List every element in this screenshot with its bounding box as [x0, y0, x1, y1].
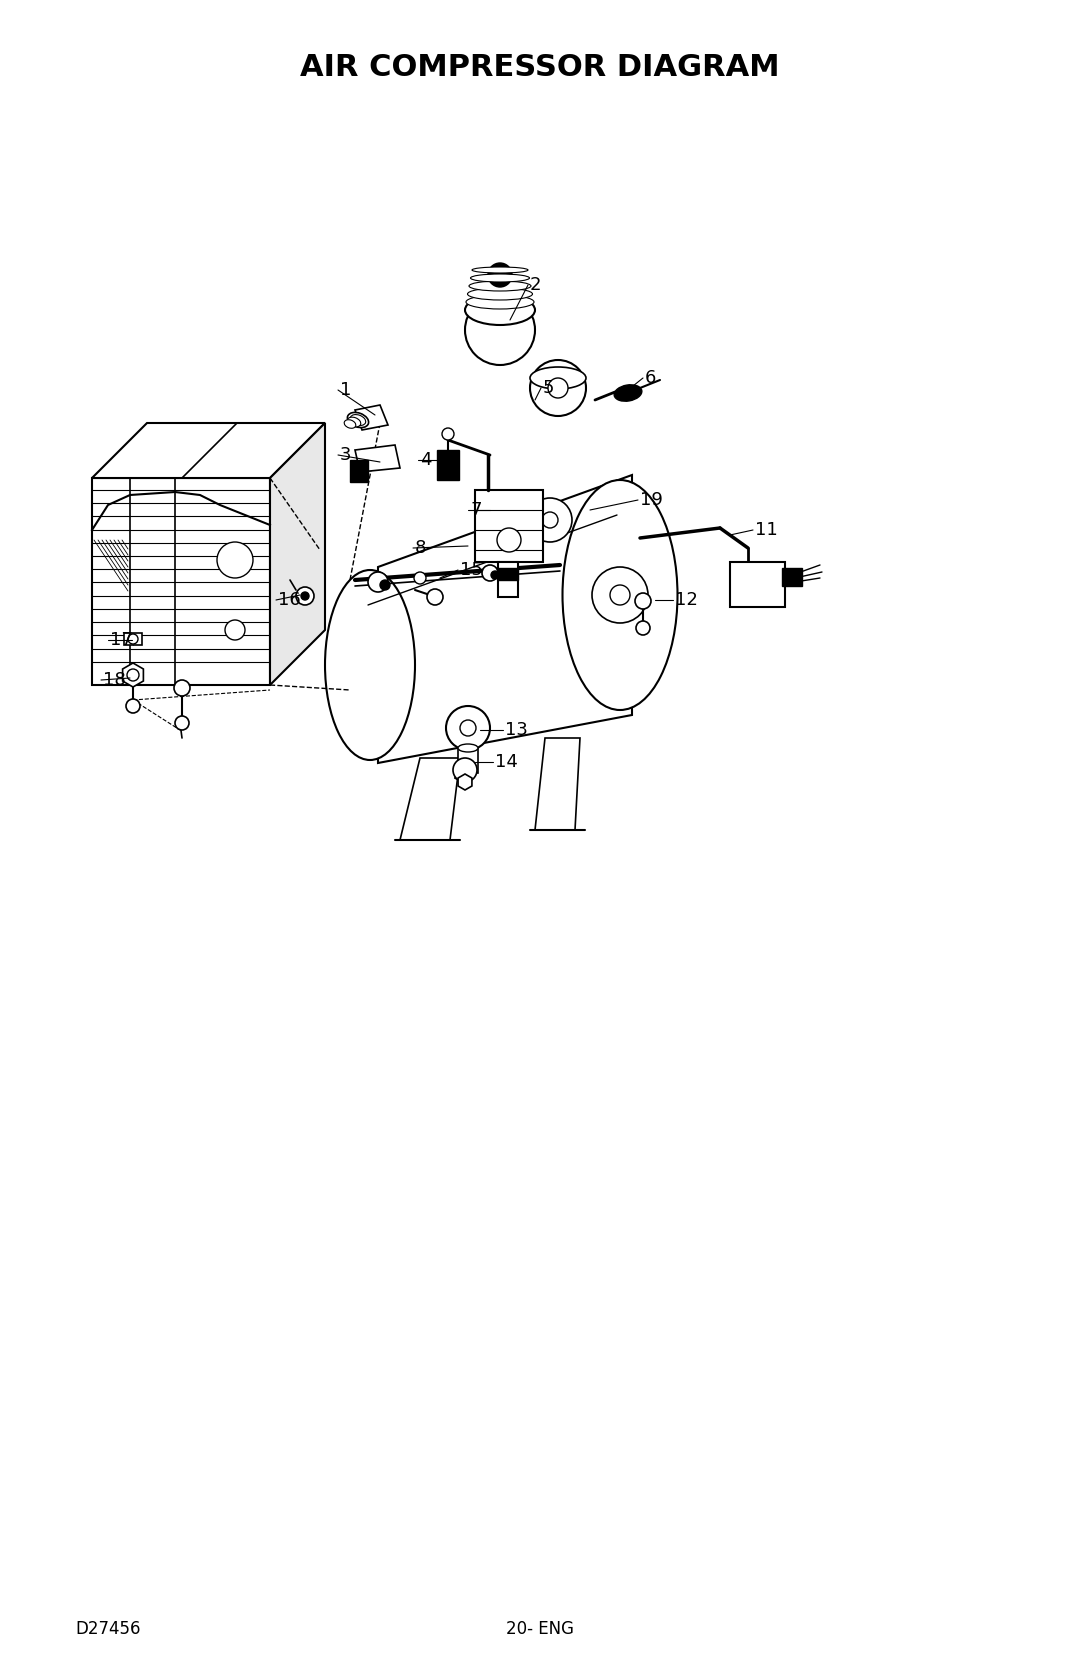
- Ellipse shape: [471, 274, 529, 282]
- Ellipse shape: [472, 267, 528, 274]
- Circle shape: [442, 427, 454, 441]
- Polygon shape: [355, 446, 400, 472]
- Ellipse shape: [563, 481, 677, 709]
- Circle shape: [528, 497, 572, 542]
- Circle shape: [488, 264, 512, 287]
- Text: AIR COMPRESSOR DIAGRAM: AIR COMPRESSOR DIAGRAM: [300, 53, 780, 82]
- Polygon shape: [378, 476, 632, 763]
- Text: 7: 7: [470, 501, 482, 519]
- Text: D27456: D27456: [75, 1621, 140, 1637]
- Circle shape: [446, 706, 490, 749]
- Bar: [458, 748, 478, 773]
- Circle shape: [301, 592, 309, 599]
- Ellipse shape: [469, 280, 531, 290]
- Polygon shape: [400, 758, 460, 840]
- Text: 11: 11: [755, 521, 778, 539]
- Circle shape: [453, 758, 477, 783]
- Text: 12: 12: [675, 591, 698, 609]
- Text: 5: 5: [543, 379, 554, 397]
- Circle shape: [542, 512, 558, 527]
- Text: 17: 17: [110, 631, 133, 649]
- Polygon shape: [123, 663, 144, 688]
- Polygon shape: [458, 774, 472, 789]
- Circle shape: [465, 295, 535, 366]
- Circle shape: [380, 581, 390, 591]
- Ellipse shape: [325, 571, 415, 759]
- Circle shape: [225, 619, 245, 639]
- Ellipse shape: [350, 414, 366, 426]
- Circle shape: [175, 716, 189, 729]
- Circle shape: [129, 634, 138, 644]
- Circle shape: [482, 566, 498, 581]
- Text: 3: 3: [340, 446, 351, 464]
- Circle shape: [460, 719, 476, 736]
- Text: 20- ENG: 20- ENG: [507, 1621, 573, 1637]
- Circle shape: [126, 699, 140, 713]
- Ellipse shape: [465, 295, 534, 309]
- Circle shape: [368, 572, 388, 592]
- Circle shape: [127, 669, 139, 681]
- Ellipse shape: [465, 295, 535, 325]
- Bar: [782, 567, 802, 586]
- Ellipse shape: [348, 412, 368, 427]
- Text: 15: 15: [460, 561, 483, 579]
- Text: 1: 1: [340, 381, 351, 399]
- Circle shape: [296, 587, 314, 604]
- Circle shape: [497, 527, 521, 552]
- Bar: [730, 562, 785, 608]
- Bar: [498, 567, 518, 581]
- Text: 19: 19: [640, 491, 663, 509]
- Text: 14: 14: [495, 753, 518, 771]
- Bar: [498, 562, 518, 598]
- Polygon shape: [270, 422, 325, 684]
- Text: 8: 8: [415, 539, 427, 557]
- Text: 4: 4: [420, 451, 432, 469]
- Circle shape: [610, 586, 630, 604]
- Ellipse shape: [615, 386, 642, 401]
- Ellipse shape: [458, 744, 478, 753]
- Bar: [350, 461, 368, 482]
- Ellipse shape: [530, 367, 586, 389]
- Circle shape: [635, 592, 651, 609]
- Text: 13: 13: [505, 721, 528, 739]
- Bar: [124, 633, 141, 644]
- Polygon shape: [92, 477, 270, 684]
- Circle shape: [217, 542, 253, 577]
- Polygon shape: [535, 738, 580, 829]
- Circle shape: [548, 377, 568, 397]
- Polygon shape: [92, 422, 325, 477]
- Text: 18: 18: [103, 671, 125, 689]
- Circle shape: [174, 679, 190, 696]
- Text: 2: 2: [530, 275, 541, 294]
- Circle shape: [530, 361, 586, 416]
- Circle shape: [427, 589, 443, 604]
- Ellipse shape: [468, 289, 532, 300]
- Text: 16: 16: [278, 591, 300, 609]
- Bar: [437, 451, 459, 481]
- Ellipse shape: [345, 419, 355, 429]
- Polygon shape: [355, 406, 388, 431]
- Circle shape: [592, 567, 648, 623]
- Circle shape: [414, 572, 426, 584]
- Circle shape: [491, 571, 499, 579]
- Ellipse shape: [348, 417, 361, 427]
- Text: 6: 6: [645, 369, 657, 387]
- Circle shape: [636, 621, 650, 634]
- Bar: [475, 491, 543, 562]
